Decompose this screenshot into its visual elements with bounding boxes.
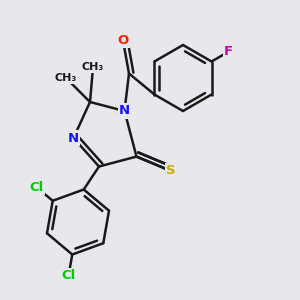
Text: N: N — [68, 131, 79, 145]
Text: S: S — [166, 164, 176, 178]
Text: Cl: Cl — [29, 181, 44, 194]
Text: F: F — [224, 45, 233, 58]
Text: CH₃: CH₃ — [82, 62, 104, 73]
Text: Cl: Cl — [61, 269, 76, 282]
Text: CH₃: CH₃ — [55, 73, 77, 83]
Text: N: N — [119, 104, 130, 118]
Text: O: O — [117, 34, 129, 47]
